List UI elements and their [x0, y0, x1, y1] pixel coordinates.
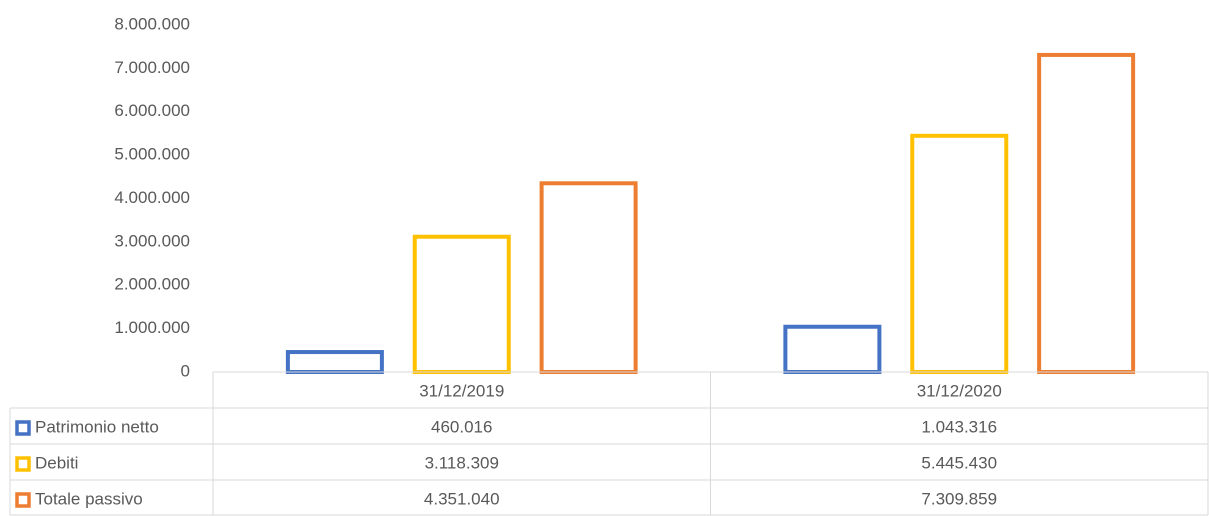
bar	[285, 350, 384, 375]
table-value: 7.309.859	[921, 489, 997, 508]
y-tick-label: 2.000.000	[114, 275, 190, 294]
x-tick-label: 31/12/2019	[419, 381, 504, 400]
y-tick-label: 0	[181, 361, 190, 380]
y-tick-label: 3.000.000	[114, 231, 190, 250]
y-tick-label: 1.000.000	[114, 318, 190, 337]
bar	[539, 181, 638, 374]
bar	[783, 324, 882, 374]
bar	[1037, 52, 1136, 374]
legend-label: Debiti	[35, 453, 78, 472]
y-tick-label: 7.000.000	[114, 58, 190, 77]
y-tick-label: 6.000.000	[114, 101, 190, 120]
table-value: 460.016	[431, 417, 492, 436]
table-value: 4.351.040	[424, 489, 500, 508]
x-tick-label: 31/12/2020	[917, 381, 1002, 400]
legend-label: Patrimonio netto	[35, 417, 159, 436]
y-tick-label: 8.000.000	[114, 14, 190, 33]
y-tick-label: 4.000.000	[114, 188, 190, 207]
table-value: 1.043.316	[921, 417, 997, 436]
table-value: 3.118.309	[425, 453, 499, 472]
legend-key	[15, 420, 31, 436]
legend-key	[15, 492, 31, 508]
bar	[910, 133, 1009, 374]
legend-label: Totale passivo	[35, 489, 143, 508]
table-value: 5.445.430	[921, 453, 997, 472]
y-tick-label: 5.000.000	[114, 145, 190, 164]
legend-key	[15, 456, 31, 472]
bar	[412, 234, 511, 374]
